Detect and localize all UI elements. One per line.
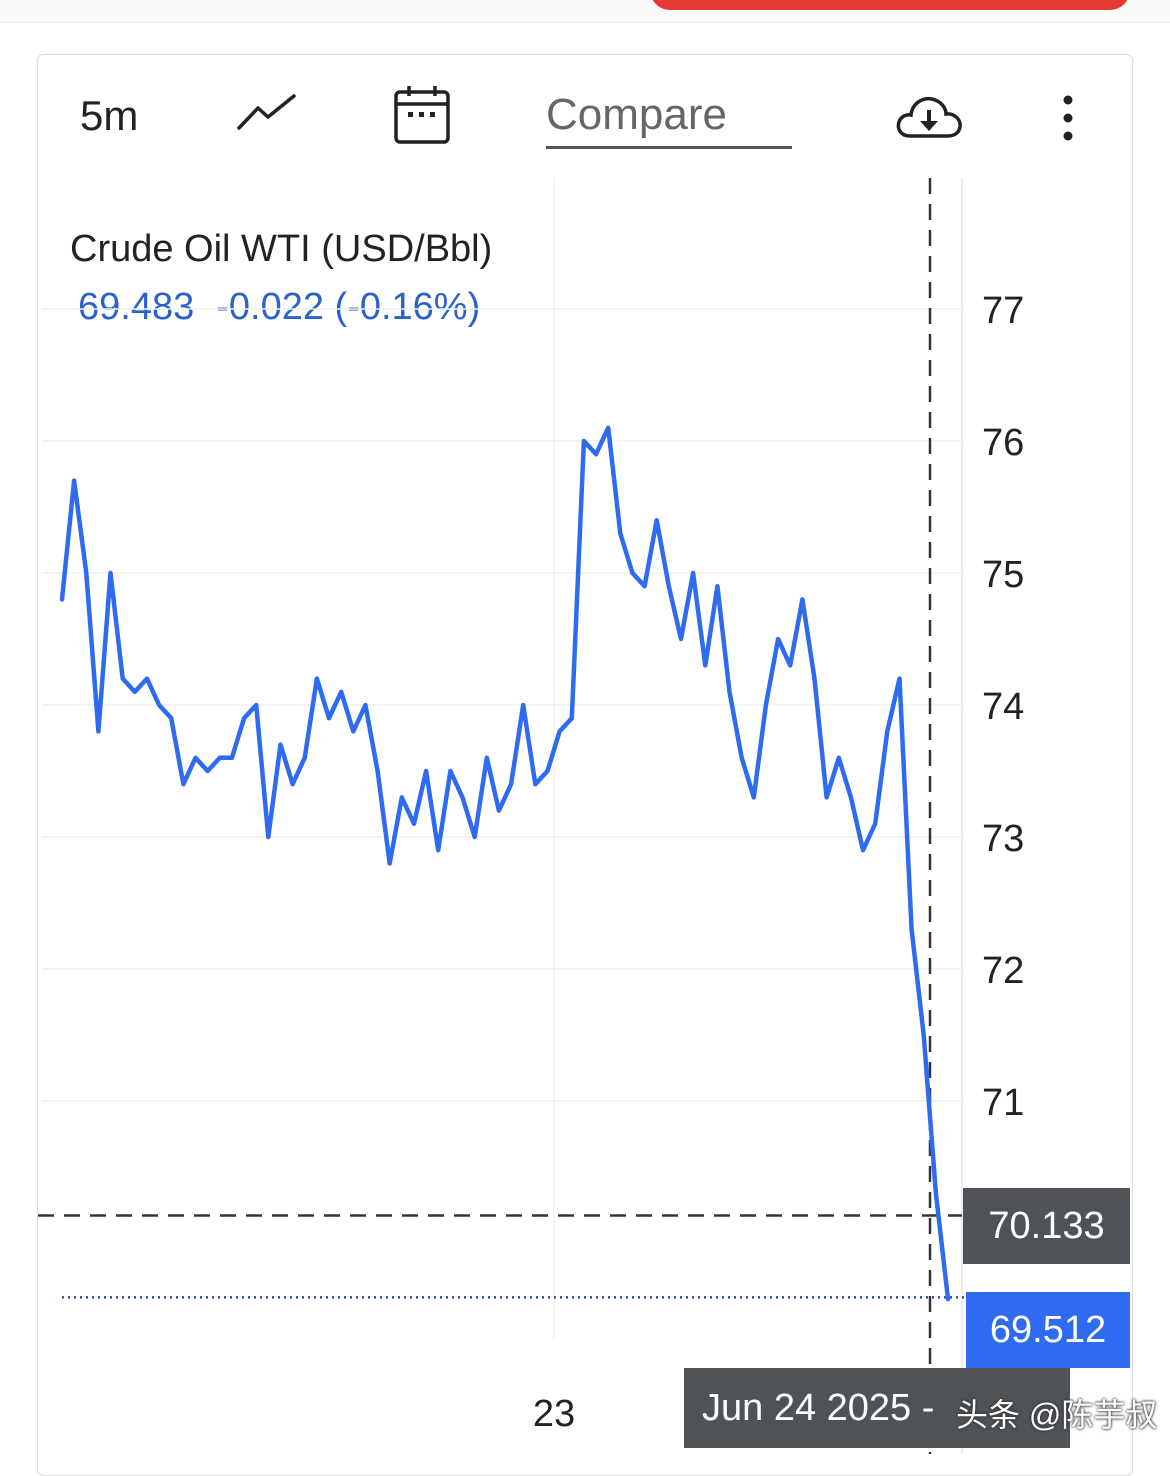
price-quote: 69.483 -0.022 (-0.16%): [78, 286, 502, 329]
compare-input[interactable]: Compare: [546, 90, 792, 149]
last-price-tag: 69.512: [966, 1292, 1130, 1368]
y-tick-label: 71: [982, 1082, 1024, 1124]
price-series-line: [59, 425, 951, 1302]
y-tick-label: 75: [982, 554, 1024, 596]
y-tick-label: 73: [982, 818, 1024, 860]
chart-grid: [42, 178, 963, 1454]
current-price: 69.483: [78, 286, 195, 328]
x-tick-label: 23: [533, 1393, 575, 1435]
top-action-button[interactable]: [650, 0, 1130, 10]
cloud-download-icon[interactable]: [894, 92, 964, 147]
interval-selector[interactable]: 5m: [80, 92, 139, 139]
chart-lines: [38, 178, 966, 1454]
y-tick-label: 72: [982, 950, 1024, 992]
price-change: -0.022 (-0.16%): [216, 286, 481, 328]
chart-card: [37, 54, 1133, 1476]
y-axis: 71 72 73 74 75 76 77: [982, 290, 1024, 1124]
y-tick-label: 76: [982, 422, 1024, 464]
crosshair-price-tag: 70.133: [963, 1188, 1130, 1264]
y-tick-label: 77: [982, 290, 1024, 332]
x-axis: 23: [533, 1393, 575, 1435]
line-chart-icon[interactable]: [236, 92, 298, 137]
instrument-title: Crude Oil WTI (USD/Bbl): [70, 228, 493, 270]
calendar-icon[interactable]: [394, 84, 450, 149]
watermark: 头条 @陈芋叔: [956, 1397, 1158, 1433]
y-tick-label: 74: [982, 686, 1024, 728]
more-vertical-icon[interactable]: [1060, 94, 1076, 149]
crosshair-date-tag: Jun 24 2025 -: [684, 1368, 1070, 1448]
